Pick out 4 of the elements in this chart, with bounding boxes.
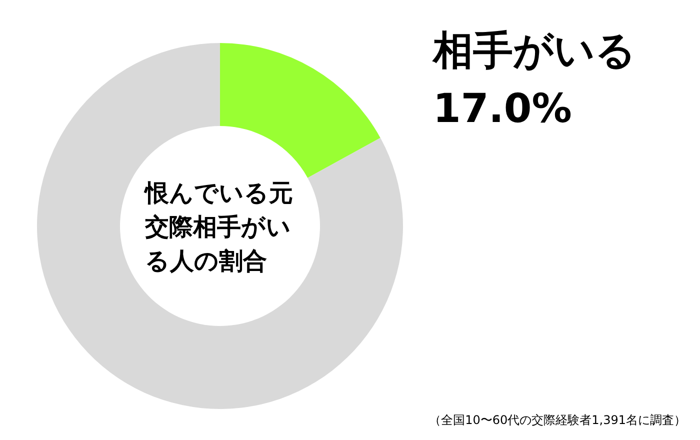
- text: 恨んでいる元交際相手がいる人の割合: [143, 179, 293, 275]
- slice-label: 相手がいる: [432, 28, 636, 74]
- data-label: 17.0%: [433, 86, 572, 132]
- text: （全国10〜60代の交際経験者1,391名に調査）: [429, 413, 686, 427]
